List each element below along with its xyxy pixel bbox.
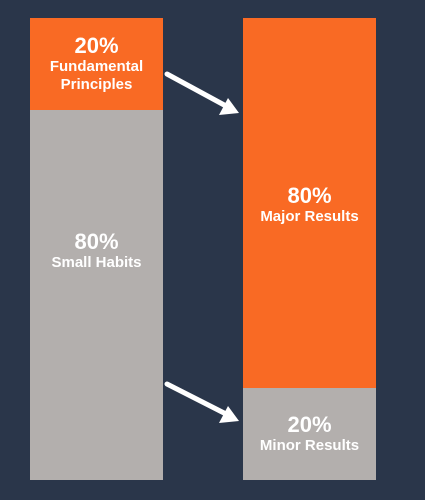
left-column: 20% Fundamental Principles 80% Small Hab… bbox=[30, 18, 163, 480]
major-results-label: Major Results bbox=[260, 208, 359, 225]
fundamental-principles-percent: 20% bbox=[74, 33, 119, 58]
major-results-segment: 80% Major Results bbox=[243, 18, 376, 388]
fundamental-principles-label-line1: Fundamental bbox=[49, 58, 144, 75]
fundamental-principles-segment: 20% Fundamental Principles bbox=[30, 18, 163, 110]
small-habits-label: Small Habits bbox=[51, 254, 142, 271]
top-arrow-icon bbox=[164, 71, 239, 115]
bottom-arrow-icon bbox=[164, 381, 239, 423]
major-results-percent: 80% bbox=[287, 183, 332, 208]
small-habits-percent: 80% bbox=[74, 229, 119, 254]
minor-results-segment: 20% Minor Results bbox=[243, 388, 376, 480]
minor-results-label: Minor Results bbox=[259, 437, 360, 454]
right-column: 80% Major Results 20% Minor Results bbox=[243, 18, 376, 480]
minor-results-percent: 20% bbox=[287, 412, 332, 437]
small-habits-segment: 80% Small Habits bbox=[30, 110, 163, 480]
fundamental-principles-label-line2: Principles bbox=[60, 76, 133, 93]
